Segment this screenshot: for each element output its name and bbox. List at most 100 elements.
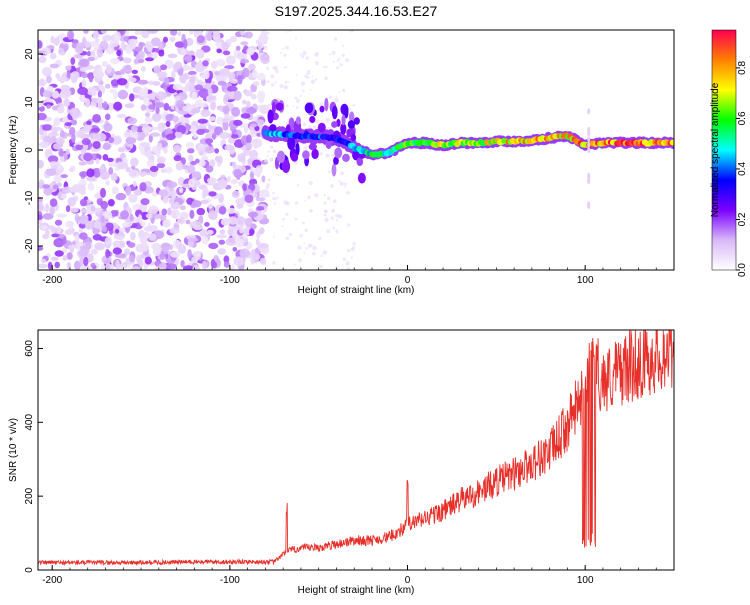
spectrogram-noise-blob [223, 50, 231, 56]
spectrogram-noise-blob [142, 123, 149, 128]
spectrogram-noise-blob [274, 81, 277, 84]
spectrogram-noise-blob [196, 35, 205, 44]
spectrogram-noise-blob [233, 90, 242, 101]
spectrogram-ridge-blob [344, 105, 349, 119]
spectrogram-noise-blob [324, 217, 329, 222]
spectrogram-noise-blob [231, 190, 240, 199]
spectrogram-noise-blob [265, 55, 268, 58]
spectrogram-noise-blob [204, 146, 215, 154]
spectrogram-noise-blob [206, 229, 214, 235]
spectrogram-noise-blob [182, 265, 194, 270]
spectrogram-noise-blob [318, 236, 322, 241]
spectrogram-noise-blob [110, 210, 119, 217]
spectrogram-noise-blob [74, 213, 80, 223]
spectrogram-noise-blob [49, 206, 55, 216]
spectrogram-noise-blob [193, 30, 198, 38]
spectrogram-noise-blob [65, 205, 71, 213]
spectrogram-noise-blob [293, 263, 296, 266]
spectrogram-noise-blob [39, 78, 45, 87]
spectrogram-noise-blob [240, 113, 251, 119]
spectrogram-noise-blob [53, 37, 60, 46]
spectrogram-noise-blob [105, 180, 110, 186]
spectrogram-noise-blob [166, 263, 177, 270]
spectrogram-noise-blob [116, 49, 122, 57]
spectrogram-noise-blob [149, 165, 159, 172]
spectrogram-noise-blob [38, 204, 44, 212]
spectrogram-noise-blob [237, 74, 243, 85]
colorbar-tick-label: 0.4 [737, 162, 748, 176]
spectrogram-noise-blob [102, 142, 112, 151]
spectrogram-noise-blob [102, 101, 108, 110]
spectrogram-noise-blob [52, 143, 63, 150]
spectrogram-noise-blob [281, 225, 284, 228]
spectrogram-noise-blob [138, 171, 148, 176]
spectrogram-noise-blob [332, 226, 336, 230]
snr-y-label: SNR (10 * v/v) [8, 418, 19, 482]
spectrogram-noise-blob [158, 189, 169, 197]
spectrogram-noise-blob [267, 195, 271, 198]
spectrogram-noise-blob [174, 61, 183, 70]
spectrogram-noise-blob [256, 206, 265, 211]
spectrogram-noise-blob [242, 67, 250, 78]
spectrogram-noise-blob [210, 101, 217, 111]
spectrogram-noise-blob [38, 40, 43, 49]
spectrogram-noise-blob [92, 114, 101, 123]
spectrogram-ridge-blob [304, 102, 314, 114]
spectrogram-noise-blob [266, 80, 270, 83]
spectrogram-noise-blob [69, 107, 81, 118]
spectrogram-noise-blob [328, 170, 331, 174]
spectrogram-ridge-blob [357, 172, 366, 184]
spectrogram-noise-blob [140, 221, 146, 227]
spectrogram-noise-blob [173, 201, 180, 208]
spectrogram-noise-blob [112, 186, 119, 195]
spectrogram-noise-blob [210, 258, 216, 269]
spectrogram-noise-blob [190, 160, 197, 166]
spectrogram-noise-blob [216, 234, 227, 239]
spectrogram-noise-blob [315, 51, 319, 56]
spectrogram-noise-blob [86, 168, 95, 178]
spectrogram-noise-blob [49, 198, 58, 208]
spectrogram-noise-blob [344, 182, 347, 186]
spectrogram-ridge-blob [331, 105, 338, 120]
spectrogram-noise-blob [152, 51, 158, 60]
spectrogram-noise-blob [45, 229, 50, 236]
snr-series-line [38, 330, 674, 567]
spectrogram-noise-blob [311, 75, 314, 78]
spectrogram-noise-blob [340, 171, 344, 176]
spectrogram-noise-blob [215, 41, 223, 48]
spectrogram-noise-blob [214, 148, 219, 154]
spectrogram-noise-blob [78, 215, 89, 225]
spectrogram-noise-blob [95, 158, 100, 165]
spectrogram-noise-blob [209, 159, 216, 168]
spectrogram-noise-blob [176, 210, 181, 218]
spectrogram-noise-blob [307, 243, 312, 248]
spectrogram-noise-blob [92, 30, 99, 40]
spectrogram-noise-blob [246, 47, 255, 56]
spectrogram-noise-blob [116, 78, 128, 86]
spectrogram-noise-blob [54, 250, 64, 257]
colorbar-label: Normalized spectral amplitude [710, 82, 721, 217]
spectrogram-noise-blob [177, 244, 187, 254]
spectrogram-noise-blob [149, 126, 158, 131]
spectrogram-noise-blob [326, 196, 331, 200]
spectrogram-y-label: Frequency (Hz) [8, 116, 19, 185]
spectrogram-noise-blob [336, 59, 340, 62]
spectrogram-noise-blob [52, 127, 63, 131]
spectrogram-noise-blob [324, 76, 328, 80]
spectrogram-noise-blob [237, 153, 246, 163]
spectrogram-noise-blob [110, 79, 119, 87]
spectrogram-noise-blob [195, 158, 200, 164]
spectrogram-noise-blob [284, 80, 288, 84]
spectrogram-noise-blob [174, 95, 181, 101]
spectrogram-noise-blob [150, 132, 161, 137]
spectrogram-noise-blob [233, 119, 243, 126]
spectrogram-noise-blob [277, 173, 280, 176]
y-tick-label: 600 [24, 340, 35, 357]
spectrogram-noise-blob [173, 144, 182, 153]
spectrogram-noise-blob [167, 53, 178, 59]
spectrogram-noise-blob [69, 127, 76, 136]
spectrogram-noise-blob [302, 89, 305, 93]
spectrogram-noise-blob [166, 181, 178, 189]
spectrogram-noise-blob [283, 53, 287, 57]
spectrogram-noise-blob [157, 122, 166, 133]
